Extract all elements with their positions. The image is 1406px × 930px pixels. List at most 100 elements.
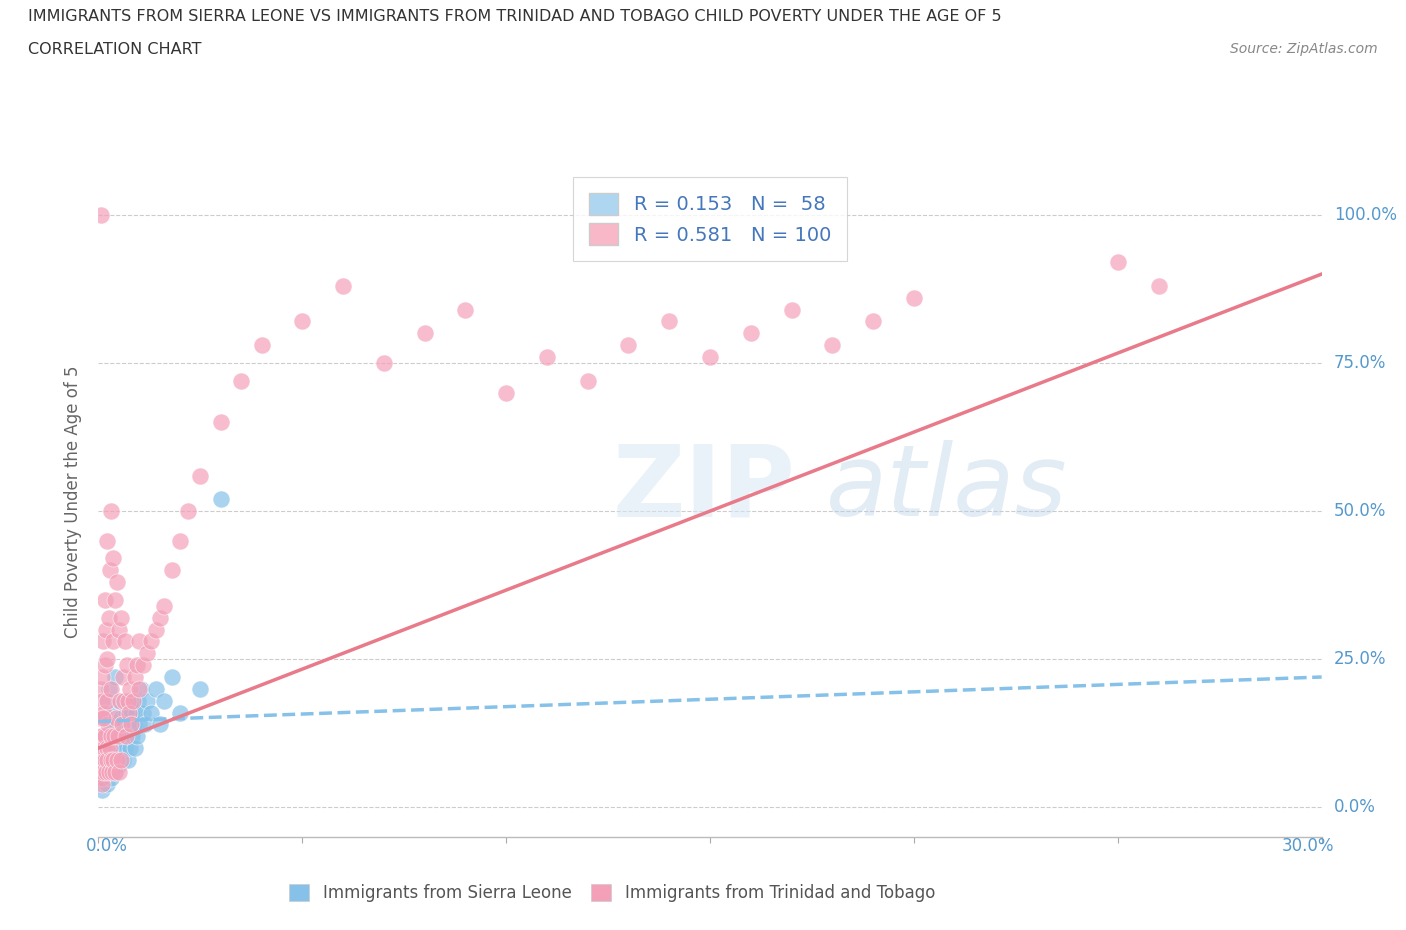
- Point: [93, 752, 115, 767]
- Point: [107, 729, 129, 744]
- Point: [101, 752, 124, 767]
- Point: [112, 717, 135, 732]
- Point: [97, 717, 120, 732]
- Point: [111, 717, 134, 732]
- Point: [94, 752, 117, 767]
- Point: [117, 752, 139, 767]
- Point: [115, 658, 138, 672]
- Point: [89, 770, 111, 785]
- Point: [105, 752, 128, 767]
- Point: [110, 610, 132, 625]
- Point: [169, 533, 191, 548]
- Point: [91, 764, 114, 779]
- Point: [127, 658, 149, 672]
- Point: [124, 740, 146, 755]
- Point: [124, 717, 146, 732]
- Point: [136, 693, 159, 708]
- Point: [104, 764, 127, 779]
- Point: [149, 610, 172, 625]
- Point: [120, 717, 142, 732]
- Point: [120, 740, 142, 755]
- Point: [91, 764, 114, 779]
- Point: [209, 415, 232, 430]
- Point: [104, 764, 127, 779]
- Text: 50.0%: 50.0%: [1334, 502, 1386, 520]
- Point: [117, 693, 139, 708]
- Point: [93, 705, 115, 720]
- Point: [617, 338, 640, 352]
- Point: [1107, 255, 1129, 270]
- Point: [91, 729, 114, 744]
- Point: [108, 693, 131, 708]
- Text: IMMIGRANTS FROM SIERRA LEONE VS IMMIGRANTS FROM TRINIDAD AND TOBAGO CHILD POVERT: IMMIGRANTS FROM SIERRA LEONE VS IMMIGRAN…: [28, 9, 1001, 24]
- Text: atlas: atlas: [827, 440, 1069, 538]
- Point: [112, 693, 135, 708]
- Point: [104, 670, 127, 684]
- Point: [780, 302, 803, 317]
- Point: [94, 729, 117, 744]
- Point: [91, 711, 114, 726]
- Point: [100, 735, 122, 750]
- Point: [91, 634, 114, 649]
- Point: [100, 504, 122, 519]
- Point: [104, 592, 127, 607]
- Point: [209, 492, 232, 507]
- Point: [740, 326, 762, 340]
- Point: [100, 717, 122, 732]
- Text: 75.0%: 75.0%: [1334, 354, 1386, 372]
- Point: [91, 752, 114, 767]
- Point: [93, 658, 115, 672]
- Point: [96, 533, 118, 548]
- Point: [862, 314, 884, 329]
- Point: [97, 610, 120, 625]
- Point: [101, 764, 124, 779]
- Point: [332, 278, 354, 293]
- Point: [120, 682, 142, 697]
- Point: [129, 682, 152, 697]
- Point: [145, 622, 167, 637]
- Point: [145, 682, 167, 697]
- Point: [89, 740, 111, 755]
- Point: [1147, 278, 1170, 293]
- Point: [96, 693, 118, 708]
- Point: [115, 729, 138, 744]
- Point: [108, 729, 131, 744]
- Point: [97, 682, 120, 697]
- Point: [118, 705, 141, 720]
- Text: Source: ZipAtlas.com: Source: ZipAtlas.com: [1230, 42, 1378, 56]
- Point: [536, 350, 558, 365]
- Point: [125, 705, 148, 720]
- Point: [160, 670, 183, 684]
- Point: [90, 770, 112, 785]
- Point: [699, 350, 721, 365]
- Point: [93, 711, 115, 726]
- Point: [128, 634, 150, 649]
- Point: [127, 693, 149, 708]
- Point: [90, 682, 112, 697]
- Point: [105, 575, 128, 590]
- Point: [98, 563, 121, 578]
- Text: 100.0%: 100.0%: [1334, 206, 1398, 224]
- Point: [101, 551, 124, 566]
- Point: [136, 645, 159, 660]
- Point: [108, 747, 131, 762]
- Point: [91, 782, 114, 797]
- Y-axis label: Child Poverty Under the Age of 5: Child Poverty Under the Age of 5: [65, 365, 83, 639]
- Point: [108, 622, 131, 637]
- Point: [108, 693, 131, 708]
- Point: [105, 717, 128, 732]
- Text: 0.0%: 0.0%: [86, 837, 128, 855]
- Point: [149, 717, 172, 732]
- Point: [96, 777, 118, 791]
- Point: [93, 740, 115, 755]
- Point: [231, 373, 253, 388]
- Point: [100, 729, 122, 744]
- Point: [90, 729, 112, 744]
- Point: [250, 338, 273, 352]
- Point: [90, 693, 112, 708]
- Point: [108, 764, 131, 779]
- Point: [90, 752, 112, 767]
- Point: [169, 705, 191, 720]
- Point: [93, 740, 115, 755]
- Point: [373, 355, 395, 370]
